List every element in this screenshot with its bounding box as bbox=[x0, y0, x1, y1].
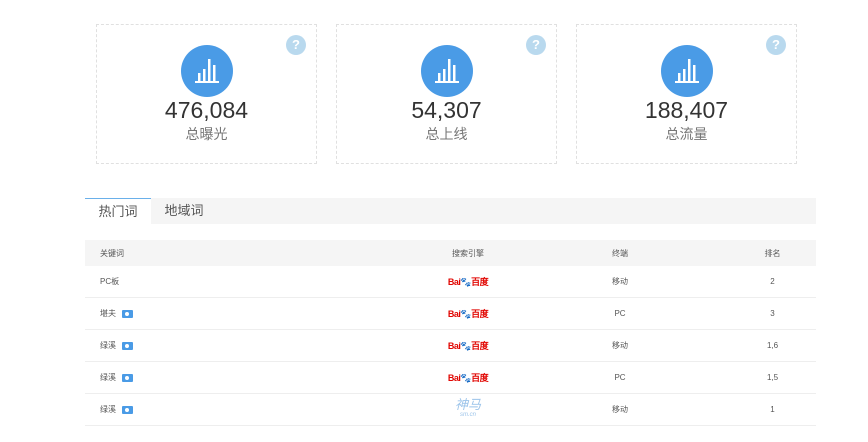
rank: 2 bbox=[770, 277, 775, 286]
table-header: 关键词 搜索引擎 终端 排名 bbox=[85, 240, 816, 266]
stat-label: 总曝光 bbox=[185, 126, 228, 142]
camera-icon[interactable] bbox=[122, 405, 133, 414]
header-terminal: 终端 bbox=[612, 248, 628, 258]
keyword: 绿溪 bbox=[100, 373, 116, 382]
engine-cell: Bai🐾百度 bbox=[415, 298, 521, 329]
table-row: 堪夫 Bai🐾百度 PC 3 bbox=[85, 298, 816, 330]
terminal: PC bbox=[614, 373, 626, 382]
camera-icon[interactable] bbox=[122, 309, 133, 318]
stat-card: 54,307 总上线 ? bbox=[336, 24, 557, 164]
table-row: 绿溪 Bai🐾百度 移动 1,6 bbox=[85, 330, 816, 362]
stat-card: 188,407 总流量 ? bbox=[576, 24, 797, 164]
keyword: PC板 bbox=[100, 277, 120, 286]
rank: 3 bbox=[770, 309, 775, 318]
bar-chart-icon bbox=[661, 45, 713, 97]
stat-label: 总上线 bbox=[425, 126, 468, 142]
table-row: 绿溪 神马 sm.cn 移动 1 bbox=[85, 394, 816, 426]
engine-cell: Bai🐾百度 bbox=[415, 330, 521, 361]
engine-cell: Bai🐾百度 bbox=[415, 362, 521, 393]
bar-chart-icon bbox=[181, 45, 233, 97]
terminal: 移动 bbox=[612, 277, 628, 286]
header-keyword: 关键词 bbox=[100, 248, 124, 258]
stat-label: 总流量 bbox=[665, 126, 708, 142]
keyword: 绿溪 bbox=[100, 341, 116, 350]
stat-value: 54,307 bbox=[411, 97, 482, 123]
camera-icon[interactable] bbox=[122, 373, 133, 382]
rank: 1,6 bbox=[766, 341, 779, 350]
keyword-table: 关键词 搜索引擎 终端 排名 PC板 Bai🐾百度 移动 2 堪夫 Bai🐾百度… bbox=[85, 240, 816, 426]
terminal: PC bbox=[614, 309, 626, 318]
tab-hot-words[interactable]: 热门词 bbox=[85, 198, 151, 224]
help-icon[interactable]: ? bbox=[766, 35, 786, 55]
bar-chart-icon bbox=[421, 45, 473, 97]
baidu-logo: Bai🐾百度 bbox=[447, 341, 489, 351]
engine-cell: 神马 sm.cn bbox=[415, 394, 521, 425]
terminal: 移动 bbox=[612, 405, 628, 414]
baidu-logo: Bai🐾百度 bbox=[447, 373, 489, 383]
rank: 1,5 bbox=[766, 373, 779, 382]
stat-value: 476,084 bbox=[164, 97, 249, 123]
rank: 1 bbox=[770, 405, 775, 414]
stat-value: 188,407 bbox=[644, 97, 729, 123]
camera-icon[interactable] bbox=[122, 341, 133, 350]
tab-region-words[interactable]: 地域词 bbox=[164, 203, 204, 218]
table-row: PC板 Bai🐾百度 移动 2 bbox=[85, 266, 816, 298]
engine-cell: Bai🐾百度 bbox=[415, 266, 521, 297]
header-rank: 排名 bbox=[764, 248, 781, 258]
help-icon[interactable]: ? bbox=[286, 35, 306, 55]
terminal: 移动 bbox=[612, 341, 628, 350]
shenma-logo: 神马 sm.cn bbox=[454, 396, 481, 418]
stat-card: 476,084 总曝光 ? bbox=[96, 24, 317, 164]
help-icon[interactable]: ? bbox=[526, 35, 546, 55]
keyword: 堪夫 bbox=[100, 309, 116, 318]
tab-bar: 热门词 地域词 bbox=[85, 198, 816, 224]
baidu-logo: Bai🐾百度 bbox=[447, 277, 489, 287]
table-row: 绿溪 Bai🐾百度 PC 1,5 bbox=[85, 362, 816, 394]
baidu-logo: Bai🐾百度 bbox=[447, 309, 489, 319]
keyword: 绿溪 bbox=[100, 405, 116, 414]
header-engine: 搜索引擎 bbox=[452, 248, 484, 258]
